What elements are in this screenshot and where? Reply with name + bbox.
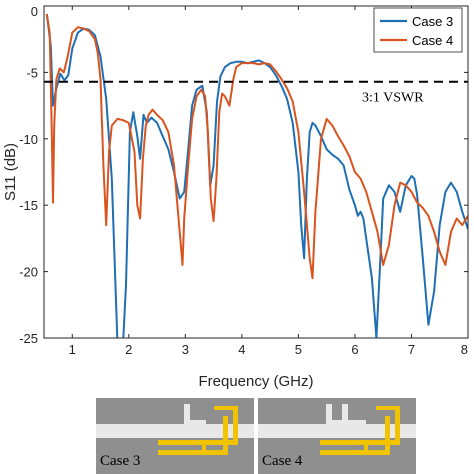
x-axis: 1 2 3 4 5 6 7 8 [69, 6, 469, 357]
y-tick-label: 0 [31, 4, 38, 19]
antenna-geometry-case4 [258, 404, 416, 455]
plot-frame [43, 5, 469, 339]
legend-label-case4: Case 4 [412, 33, 453, 48]
series-line-case-4 [45, 13, 468, 280]
y-tick-label: -20 [19, 265, 38, 280]
x-tick-label: 2 [125, 342, 132, 357]
legend-label-case3: Case 3 [412, 14, 453, 29]
y-tick-label: -25 [19, 331, 38, 346]
x-tick-label: 8 [461, 342, 468, 357]
antenna-geometry-case3 [96, 404, 254, 455]
inset-case3: Case 3 [96, 398, 254, 474]
inset-label-case4: Case 4 [262, 453, 303, 469]
x-tick-label: 5 [295, 342, 302, 357]
x-tick-label: 7 [408, 342, 415, 357]
s11-chart: 3:1 VSWR 1 2 3 4 5 6 7 8 0 -5 -10 -15 -20 -25 Freque… [2, 4, 469, 390]
series-layer [45, 13, 468, 338]
x-tick-label: 6 [351, 342, 358, 357]
y-axis-title: S11 (dB) [2, 143, 19, 201]
x-tick-label: 1 [69, 342, 76, 357]
x-axis-title: Frequency (GHz) [198, 373, 313, 390]
inset-case4: Case 4 [258, 398, 416, 474]
x-tick-label: 4 [238, 342, 245, 357]
y-tick-label: -10 [19, 132, 38, 147]
inset-label-case3: Case 3 [100, 453, 141, 469]
y-tick-label: -15 [19, 198, 38, 213]
x-tick-label: 3 [182, 342, 189, 357]
threshold-layer: 3:1 VSWR [44, 80, 468, 106]
legend-box [373, 7, 463, 53]
y-tick-label: -5 [26, 65, 38, 80]
y-axis: 0 -5 -10 -15 -20 -25 [19, 4, 468, 346]
vswr-threshold-label: 3:1 VSWR [362, 91, 424, 106]
legend: Case 3 Case 4 [373, 7, 463, 53]
series-line-case-3 [45, 13, 468, 338]
